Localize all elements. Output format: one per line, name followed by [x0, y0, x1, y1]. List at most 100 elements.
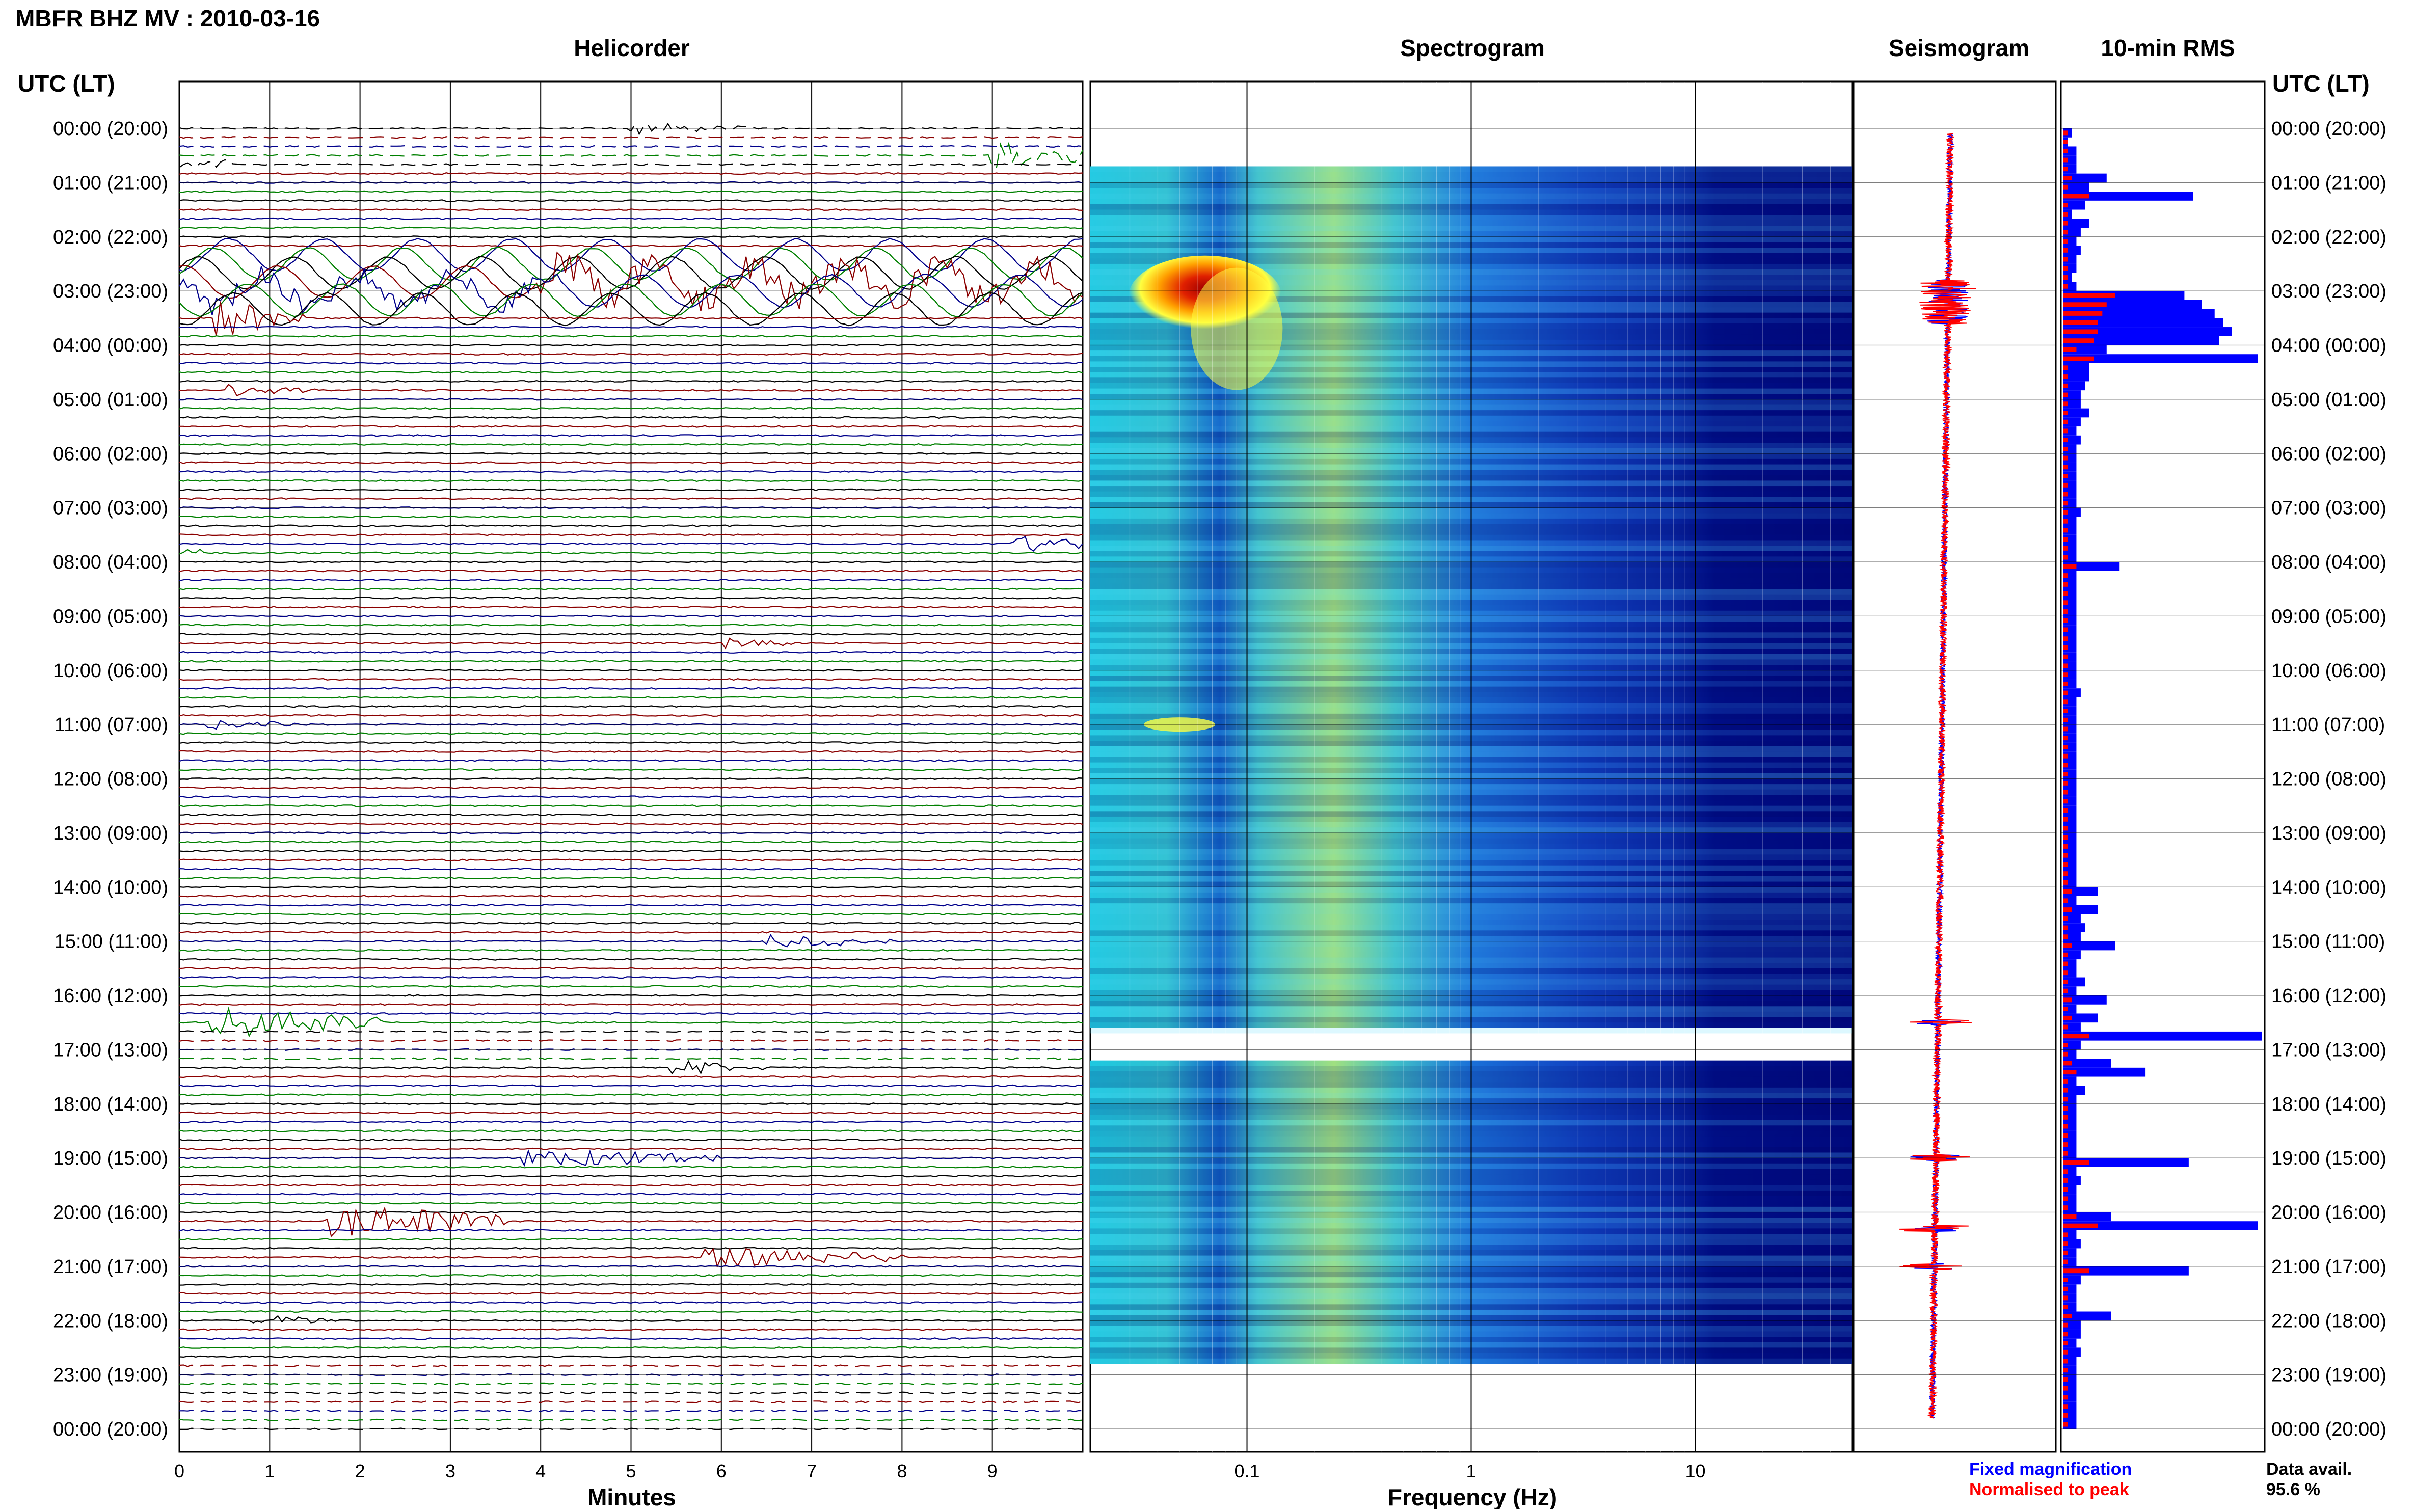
rms-bar-normalised — [2063, 1133, 2068, 1138]
rms-bar-normalised — [2063, 1007, 2068, 1012]
hour-label-left: 01:00 (21:00) — [53, 172, 168, 194]
rms-bar-normalised — [2063, 1115, 2068, 1120]
helicorder-tick-label: 9 — [987, 1461, 998, 1481]
helicorder-trace — [179, 506, 1083, 509]
helicorder-trace — [179, 1283, 1083, 1286]
rms-bar-normalised — [2063, 1178, 2068, 1183]
rms-bar-normalised — [2063, 1268, 2089, 1274]
hour-label-left: 03:00 (23:00) — [53, 281, 168, 302]
helicorder-trace — [179, 605, 1083, 609]
hour-label-right: 19:00 (15:00) — [2271, 1148, 2386, 1169]
helicorder-trace — [179, 524, 1083, 527]
rms-bar-normalised — [2063, 211, 2068, 217]
rms-bar-fixed — [2063, 219, 2089, 228]
helicorder-trace — [179, 362, 1083, 365]
helicorder-trace — [179, 208, 1083, 211]
rms-bar-normalised — [2063, 203, 2068, 208]
rms-bar-normalised — [2063, 1286, 2068, 1291]
hour-label-left: 09:00 (05:00) — [53, 606, 168, 627]
rms-bar-normalised — [2063, 356, 2094, 361]
helicorder-trace — [179, 353, 1083, 356]
rms-bar-normalised — [2063, 663, 2068, 668]
hour-label-left: 02:00 (22:00) — [53, 227, 168, 248]
rms-bar-normalised — [2063, 1305, 2068, 1310]
rms-bar-normalised — [2063, 157, 2068, 163]
helicorder-trace — [179, 255, 1083, 290]
rms-bar-normalised — [2063, 808, 2068, 813]
hour-label-right: 20:00 (16:00) — [2271, 1202, 2386, 1224]
rms-bar-normalised — [2063, 988, 2068, 993]
helicorder-trace — [179, 1003, 1083, 1006]
helicorder-trace — [179, 122, 1083, 136]
rms-bar-fixed — [2063, 318, 2223, 328]
rms-bar-normalised — [2063, 654, 2068, 659]
rms-bar-normalised — [2063, 1349, 2068, 1355]
helicorder-trace — [179, 217, 1083, 220]
helicorder-trace — [179, 533, 1083, 536]
helicorder-trace — [179, 190, 1083, 193]
rms-bar-normalised — [2063, 1404, 2068, 1409]
helicorder-trace — [179, 244, 1083, 248]
rms-bar-normalised — [2063, 347, 2077, 352]
rms-bar-normalised — [2063, 492, 2068, 497]
rms-bar-normalised — [2063, 817, 2068, 822]
rms-bar-normalised — [2063, 916, 2068, 921]
helicorder-trace — [179, 1048, 1083, 1051]
helicorder-tick-label: 7 — [807, 1461, 817, 1481]
helicorder-trace — [179, 1139, 1083, 1142]
helicorder-trace — [179, 1409, 1083, 1413]
rms-bar-normalised — [2063, 1151, 2068, 1156]
rms-bar-normalised — [2063, 1106, 2068, 1111]
rms-bar-normalised — [2063, 1088, 2068, 1093]
helicorder-trace — [179, 786, 1083, 789]
helicorder-trace — [179, 931, 1083, 934]
hour-label-left: 08:00 (04:00) — [53, 552, 168, 573]
rms-bar-normalised — [2063, 799, 2068, 804]
helicorder-trace — [179, 1193, 1083, 1196]
helicorder-trace — [179, 732, 1083, 735]
rms-bar-normalised — [2063, 1295, 2068, 1301]
rms-bar-fixed — [2063, 562, 2120, 571]
figure-title: MBFR BHZ MV : 2010-03-16 — [15, 5, 320, 32]
hour-label-right: 05:00 (01:00) — [2271, 389, 2386, 411]
helicorder-trace — [179, 1039, 1083, 1042]
helicorder-trace — [179, 714, 1083, 717]
rms-bar-normalised — [2063, 907, 2072, 912]
rms-bar-fixed — [2063, 182, 2089, 192]
spectrogram-tick-label: 1 — [1466, 1461, 1476, 1481]
helicorder-tick-label: 3 — [445, 1461, 455, 1481]
rms-bar-normalised — [2063, 239, 2068, 244]
helicorder-trace — [179, 1274, 1083, 1277]
rms-bar-fixed — [2063, 1158, 2189, 1167]
helicorder-trace — [179, 1247, 1083, 1250]
helicorder-xlabel: Minutes — [587, 1484, 676, 1509]
seismogram-trace-normalised — [1899, 133, 1976, 1419]
helicorder-trace — [179, 470, 1083, 473]
helicorder-trace — [179, 687, 1083, 690]
hour-label-right: 01:00 (21:00) — [2271, 172, 2386, 194]
helicorder-trace — [179, 624, 1083, 627]
rms-bar-normalised — [2063, 1078, 2068, 1084]
hour-label-left: 15:00 (11:00) — [55, 931, 168, 953]
rms-bar-fixed — [2063, 173, 2107, 183]
helicorder-trace — [179, 1166, 1083, 1169]
helicorder-trace — [179, 822, 1083, 825]
spectrogram-tick-label: 0.1 — [1235, 1461, 1260, 1481]
helicorder-trace — [179, 199, 1083, 202]
helicorder-trace — [179, 515, 1083, 518]
hour-label-right: 06:00 (02:00) — [2271, 443, 2386, 465]
helicorder-trace — [179, 1391, 1083, 1394]
rms-bar-fixed — [2063, 1311, 2111, 1321]
rms-bar-normalised — [2063, 591, 2068, 596]
helicorder-tick-label: 2 — [355, 1461, 365, 1481]
rms-bar-normalised — [2063, 880, 2068, 885]
rms-bar-normalised — [2063, 618, 2068, 623]
helicorder-trace — [179, 849, 1083, 852]
rms-bar-normalised — [2063, 690, 2068, 695]
helicorder-trace — [179, 705, 1083, 708]
helicorder-trace — [179, 291, 1083, 327]
helicorder-trace — [179, 868, 1083, 871]
rms-bar-normalised — [2063, 681, 2068, 686]
helicorder-trace — [179, 237, 1083, 272]
seismogram-title: Seismogram — [1889, 35, 2029, 61]
